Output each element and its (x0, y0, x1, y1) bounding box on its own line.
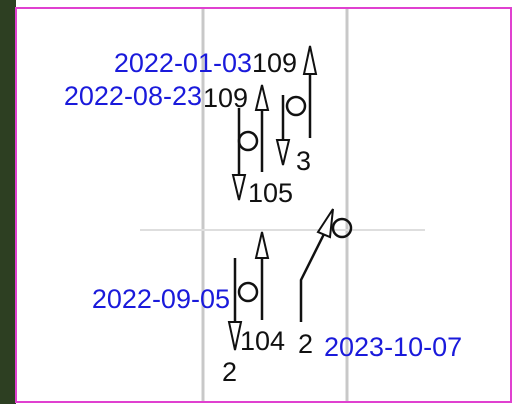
date-label: 2022-08-23 (64, 81, 202, 111)
value-label: 104 (240, 326, 285, 356)
value-label: 109 (252, 48, 297, 78)
value-label: 3 (296, 146, 311, 176)
screenshot: 2022-01-03 109 3 2022-08-23 109 105 2022… (0, 0, 513, 404)
value-label: 2 (222, 357, 237, 387)
date-label: 2022-01-03 (114, 48, 252, 78)
date-label: 2022-09-05 (92, 284, 230, 314)
value-label: 109 (203, 83, 248, 113)
date-label: 2023-10-07 (324, 332, 462, 362)
value-label: 2 (298, 329, 313, 359)
background-strip (0, 0, 16, 404)
value-label: 105 (248, 178, 293, 208)
